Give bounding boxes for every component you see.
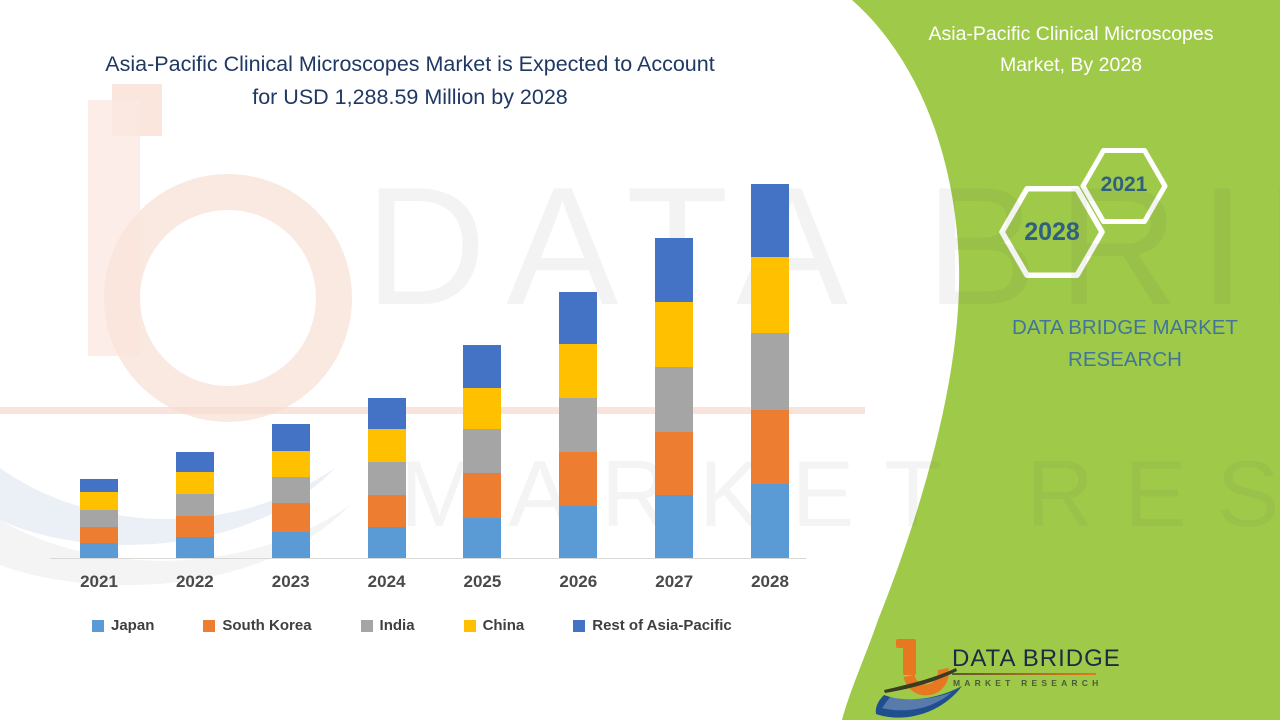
green-panel	[842, 0, 1280, 720]
brand-text-line2: RESEARCH	[1068, 348, 1182, 371]
bar-segment-2023-india	[271, 477, 310, 504]
chart-headline-line1: Asia-Pacific Clinical Microscopes Market…	[105, 52, 715, 76]
bar-segment-2024-india	[367, 462, 406, 495]
bar-segment-2025-south-korea	[463, 473, 502, 518]
hexagon-year-2028: 2028	[1024, 218, 1080, 246]
legend-item-rest-of-asia-pacific: Rest of Asia-Pacific	[573, 617, 732, 634]
bar-2024	[367, 398, 406, 558]
bar-segment-2021-china	[80, 492, 118, 510]
chart-legend: Japan South Korea India China Rest of Asia-P…	[92, 617, 812, 634]
bar-2026	[559, 291, 598, 558]
x-tick-2021: 2021	[80, 572, 118, 591]
bar-2022	[175, 451, 214, 558]
chart-headline-line2: for USD 1,288.59 Million by 2028	[252, 85, 568, 109]
data-bridge-logo-icon	[875, 639, 962, 718]
legend-label-japan: Japan	[111, 617, 155, 634]
legend-item-japan: Japan	[92, 617, 154, 634]
bar-segment-2021-japan	[80, 543, 118, 558]
bar-segment-2026-south-korea	[559, 452, 598, 506]
footer-logo-rule	[952, 673, 1096, 675]
panel-title: Asia-Pacific Clinical Microscopes Market…	[876, 19, 1266, 81]
bar-segment-2028-rest-of-asia-pacific	[751, 183, 790, 258]
bar-segment-2021-rest-of-asia-pacific	[80, 479, 118, 493]
bar-segment-2023-china	[271, 451, 310, 478]
panel-title-line1: Asia-Pacific Clinical Microscopes	[928, 23, 1214, 45]
chart-headline: Asia-Pacific Clinical Microscopes Market…	[40, 48, 780, 114]
x-tick-2028: 2028	[751, 572, 789, 591]
legend-label-rest-of-asia-pacific: Rest of Asia-Pacific	[592, 617, 732, 634]
bar-segment-2023-south-korea	[271, 503, 310, 533]
bar-segment-2027-rest-of-asia-pacific	[655, 238, 694, 303]
brand-text-line1: DATA BRIDGE MARKET	[1012, 316, 1238, 339]
legend-swatch-japan	[92, 619, 104, 632]
bar-2023	[271, 424, 310, 558]
legend-item-south-korea: South Korea	[203, 617, 312, 634]
bar-segment-2022-japan	[175, 537, 214, 558]
brand-text: DATA BRIDGE MARKET RESEARCH	[985, 312, 1265, 376]
bar-2021	[80, 479, 118, 558]
bar-segment-2027-south-korea	[655, 431, 694, 496]
bar-segment-2023-rest-of-asia-pacific	[271, 424, 310, 452]
bar-segment-2021-south-korea	[80, 527, 118, 543]
x-axis-labels: 2021 2022 2023 2024 2025 2026 2027 2028	[0, 572, 860, 598]
hexagon-2021-icon	[1080, 148, 1168, 224]
bar-segment-2023-japan	[271, 532, 310, 558]
watermark-text-data-bridge: DATA BRIDGE	[365, 152, 1280, 340]
stacked-bar-plot	[80, 183, 790, 558]
bar-segment-2026-rest-of-asia-pacific	[559, 291, 598, 344]
legend-item-china: China	[463, 617, 525, 634]
x-axis-line	[50, 558, 806, 559]
panel-title-line2: Market, By 2028	[1000, 54, 1142, 76]
bar-segment-2027-china	[655, 302, 694, 367]
x-tick-2025: 2025	[463, 572, 502, 591]
bar-segment-2021-india	[80, 510, 118, 527]
legend-label-china: China	[482, 617, 525, 634]
x-tick-2023: 2023	[271, 572, 310, 591]
watermark-text-market-research: MARKET RESEARCH	[400, 441, 1280, 546]
bar-segment-2024-south-korea	[367, 494, 406, 527]
footer-logo-subtitle: MARKET RESEARCH	[953, 678, 1103, 688]
bar-2027	[655, 238, 694, 558]
legend-label-india: India	[379, 617, 415, 634]
bar-segment-2022-rest-of-asia-pacific	[175, 451, 214, 472]
bar-segment-2028-south-korea	[751, 409, 790, 484]
x-tick-2024: 2024	[367, 572, 406, 591]
legend-swatch-china	[463, 619, 476, 632]
bar-2025	[463, 345, 502, 558]
bar-segment-2025-china	[463, 387, 502, 429]
bar-segment-2028-china	[751, 257, 790, 334]
hexagon-year-2021: 2021	[1100, 173, 1148, 196]
bar-segment-2024-china	[367, 429, 406, 463]
bar-segment-2028-india	[751, 333, 790, 410]
bar-segment-2022-india	[175, 493, 214, 516]
legend-label-south-korea: South Korea	[222, 617, 312, 634]
x-tick-2026: 2026	[559, 572, 598, 591]
bar-segment-2028-japan	[751, 483, 790, 558]
bar-segment-2025-japan	[463, 518, 502, 558]
bar-segment-2027-japan	[655, 495, 694, 558]
bar-segment-2022-china	[175, 471, 214, 494]
legend-swatch-south-korea	[203, 619, 216, 632]
bar-segment-2025-rest-of-asia-pacific	[463, 345, 502, 388]
bar-segment-2026-japan	[559, 506, 598, 558]
bar-segment-2027-india	[655, 366, 694, 432]
x-tick-2022: 2022	[175, 572, 214, 591]
bar-segment-2024-japan	[367, 526, 406, 558]
legend-swatch-india	[360, 619, 373, 632]
hexagon-2028-icon	[999, 185, 1105, 279]
bar-segment-2022-south-korea	[175, 515, 214, 538]
legend-item-india: India	[360, 617, 415, 634]
x-tick-2027: 2027	[655, 572, 694, 591]
bar-segment-2024-rest-of-asia-pacific	[367, 398, 406, 430]
bar-segment-2026-india	[559, 398, 598, 452]
legend-swatch-rest-of-asia-pacific	[573, 619, 586, 632]
bar-2028	[751, 183, 790, 558]
footer-logo-name: DATA BRIDGE	[952, 645, 1121, 672]
bar-segment-2026-china	[559, 343, 598, 399]
bar-segment-2025-india	[463, 428, 502, 473]
